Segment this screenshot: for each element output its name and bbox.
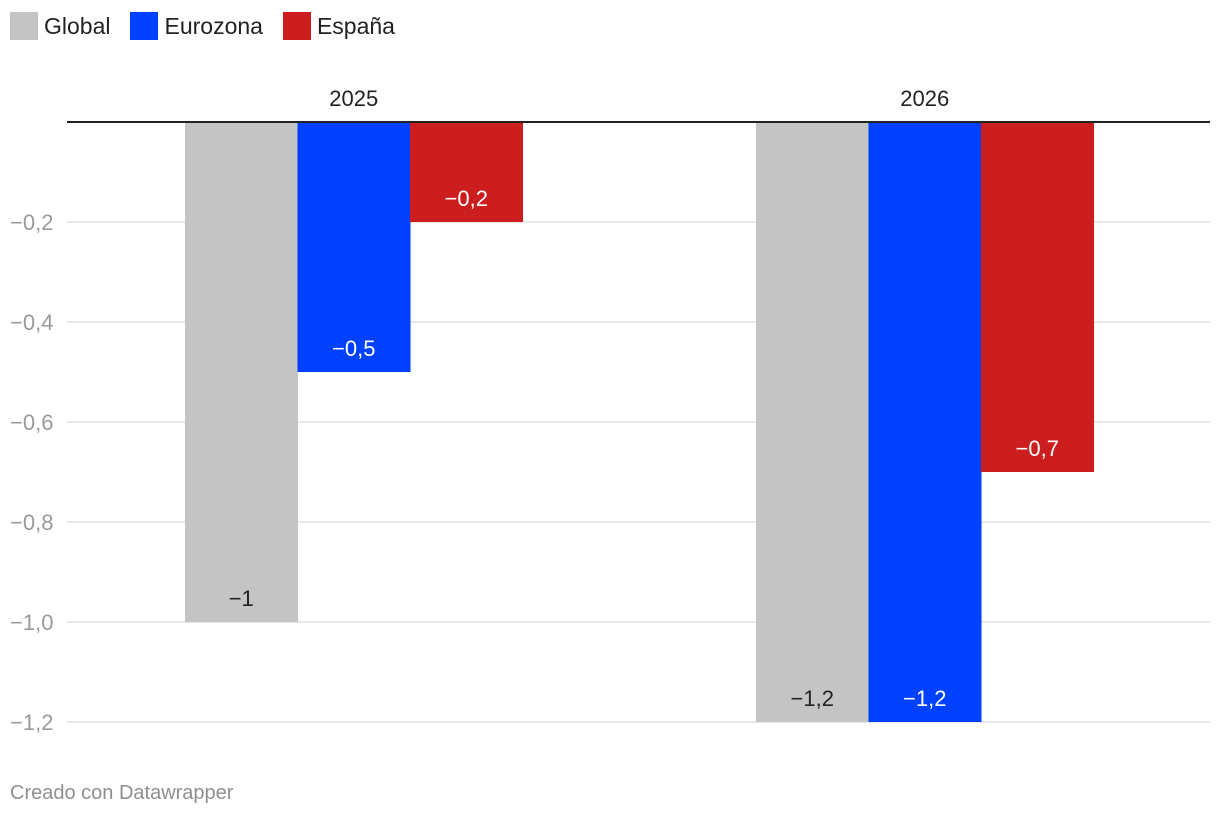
legend-label-espana: España xyxy=(316,12,395,39)
legend-swatch-eurozona xyxy=(130,12,159,40)
footer-credit: Creado con Datawrapper xyxy=(10,782,234,804)
data-label: −0,5 xyxy=(332,336,375,361)
legend-swatch-espana xyxy=(282,12,311,40)
y-tick-label: −1,0 xyxy=(10,610,53,635)
bar xyxy=(185,122,298,622)
y-tick-label: −0,8 xyxy=(10,510,53,535)
legend: Global Eurozona España xyxy=(10,12,395,40)
bar xyxy=(297,122,411,372)
data-label: −1 xyxy=(229,586,254,611)
y-tick-label: −1,2 xyxy=(10,710,53,735)
category-label: 2026 xyxy=(900,86,949,111)
bar xyxy=(868,122,982,722)
bar xyxy=(410,122,523,222)
data-label: −0,7 xyxy=(1016,436,1059,461)
legend-label-global: Global xyxy=(44,12,111,39)
y-tick-label: −0,6 xyxy=(10,410,53,435)
data-label: −0,2 xyxy=(445,186,488,211)
bar xyxy=(981,122,1094,472)
y-tick-label: −0,4 xyxy=(10,310,53,335)
y-tick-label: −0,2 xyxy=(10,210,53,235)
category-label: 2025 xyxy=(329,86,378,111)
legend-item-eurozona: Eurozona xyxy=(130,12,263,40)
legend-item-espana: España xyxy=(282,12,395,40)
legend-item-global: Global xyxy=(10,12,110,40)
bar-chart: −0,2 −0,4 −0,6 −0,8 −1,0 −1,2 −1 −0,5 −0,2 2025 −1… xyxy=(10,86,1210,735)
legend-swatch-global xyxy=(10,12,38,40)
data-label: −1,2 xyxy=(903,686,946,711)
bar xyxy=(756,122,869,722)
data-label: −1,2 xyxy=(791,686,834,711)
legend-label-eurozona: Eurozona xyxy=(164,12,263,39)
